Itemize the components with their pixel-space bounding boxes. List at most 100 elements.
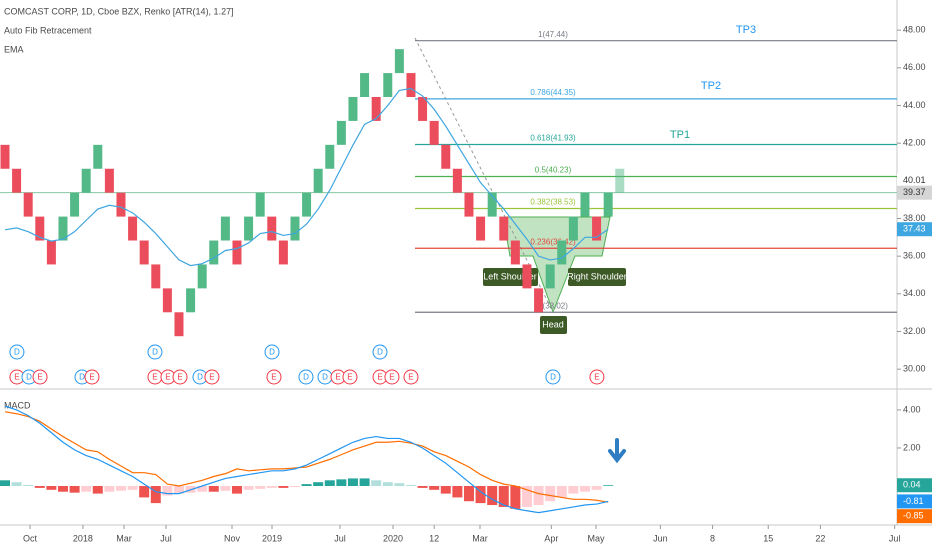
fib-label: 0.382(38.53) [530, 198, 576, 207]
y-tick-label: 38.00 [903, 213, 926, 223]
x-tick-label: 2018 [73, 533, 93, 543]
x-tick-label: Mar [116, 533, 132, 543]
renko-brick [290, 216, 300, 241]
renko-brick [220, 216, 230, 241]
value-tag-label: 0.04 [903, 480, 921, 490]
renko-brick [499, 216, 509, 241]
value-tag-label: -0.81 [903, 496, 924, 506]
histogram-bar [0, 480, 10, 487]
y-tick-label: 34.00 [903, 288, 926, 298]
histogram-bar [324, 480, 335, 487]
event-marker [172, 369, 188, 385]
price-tag [897, 185, 932, 200]
indicator-label: EMA [4, 44, 24, 54]
histogram-bar [289, 486, 300, 487]
event-marker [372, 344, 388, 360]
event-label: D [550, 373, 556, 382]
event-label: E [594, 373, 599, 382]
histogram-bar [11, 482, 22, 487]
event-label: E [271, 373, 276, 382]
histogram-bar [545, 486, 556, 502]
y-tick-label: 36.00 [903, 251, 926, 261]
x-tick-label: May [587, 533, 605, 543]
histogram-bar [347, 478, 358, 487]
histogram-bar [405, 485, 416, 487]
renko-brick [104, 168, 114, 193]
renko-brick [174, 312, 184, 337]
value-tag [897, 494, 932, 509]
histogram-bar [533, 486, 544, 506]
renko-brick [139, 240, 149, 265]
price-tag-label: 39.37 [903, 187, 926, 197]
renko-brick [35, 216, 45, 241]
renko-brick [418, 97, 428, 121]
histogram-bar [452, 486, 463, 498]
event-label: E [347, 373, 352, 382]
renko-brick [209, 240, 219, 265]
renko-brick [70, 192, 80, 217]
histogram-bar [603, 485, 614, 487]
target-label: TP2 [701, 80, 721, 92]
histogram-bar [23, 485, 34, 487]
price-tag-label: 40.01 [903, 175, 926, 185]
event-label: E [37, 373, 42, 382]
histogram-bar [463, 486, 474, 502]
histogram-bar [568, 486, 579, 494]
event-marker [84, 369, 100, 385]
renko-brick [394, 49, 404, 74]
indicator-label: Auto Fib Retracement [4, 25, 92, 35]
renko-brick [383, 73, 393, 97]
renko-brick [267, 216, 277, 241]
histogram-bar [173, 486, 184, 494]
price-tag [897, 222, 932, 237]
renko-brick [545, 264, 555, 289]
x-tick-label: 8 [710, 533, 715, 543]
renko-brick [522, 264, 532, 289]
event-marker [384, 369, 400, 385]
histogram-bar [243, 486, 254, 490]
histogram-bar [231, 486, 242, 494]
histogram-bar [104, 486, 115, 492]
fib-label: 0.236(36.42) [530, 237, 576, 246]
fib-label: 0.786(44.35) [530, 88, 576, 97]
x-tick-label: Oct [23, 533, 38, 543]
event-marker [9, 344, 25, 360]
label-box [568, 268, 626, 286]
renko-brick [476, 216, 486, 241]
histogram-bar [510, 486, 521, 509]
y-tick-label: 48.00 [903, 25, 926, 35]
event-label: E [14, 373, 19, 382]
target-label: TP1 [670, 129, 690, 141]
event-label: D [152, 348, 158, 357]
renko-brick [534, 288, 544, 313]
renko-brick [232, 240, 242, 265]
x-tick-label: Jun [653, 533, 668, 543]
renko-brick [603, 192, 613, 217]
event-label: D [197, 373, 203, 382]
renko-brick [197, 264, 207, 289]
event-label: E [165, 373, 170, 382]
event-marker [204, 369, 220, 385]
event-marker [342, 369, 358, 385]
value-tag [897, 478, 932, 493]
histogram-bar [556, 486, 567, 498]
renko-brick [325, 144, 335, 169]
x-tick-label: Nov [224, 533, 241, 543]
renko-brick [464, 192, 474, 217]
macd-line [4, 405, 609, 514]
renko-brick [406, 73, 416, 97]
event-marker [264, 344, 280, 360]
renko-brick [429, 120, 439, 145]
histogram-bar [417, 486, 428, 488]
event-marker [589, 369, 605, 385]
renko-brick [580, 192, 590, 217]
fib-label: 0(33.02) [538, 301, 568, 310]
renko-brick [93, 144, 103, 169]
y-tick-label: 42.00 [903, 138, 926, 148]
x-tick-label: Mar [472, 533, 488, 543]
renko-brick [58, 216, 68, 241]
renko-brick [12, 168, 22, 193]
x-tick-label: 22 [815, 533, 825, 543]
